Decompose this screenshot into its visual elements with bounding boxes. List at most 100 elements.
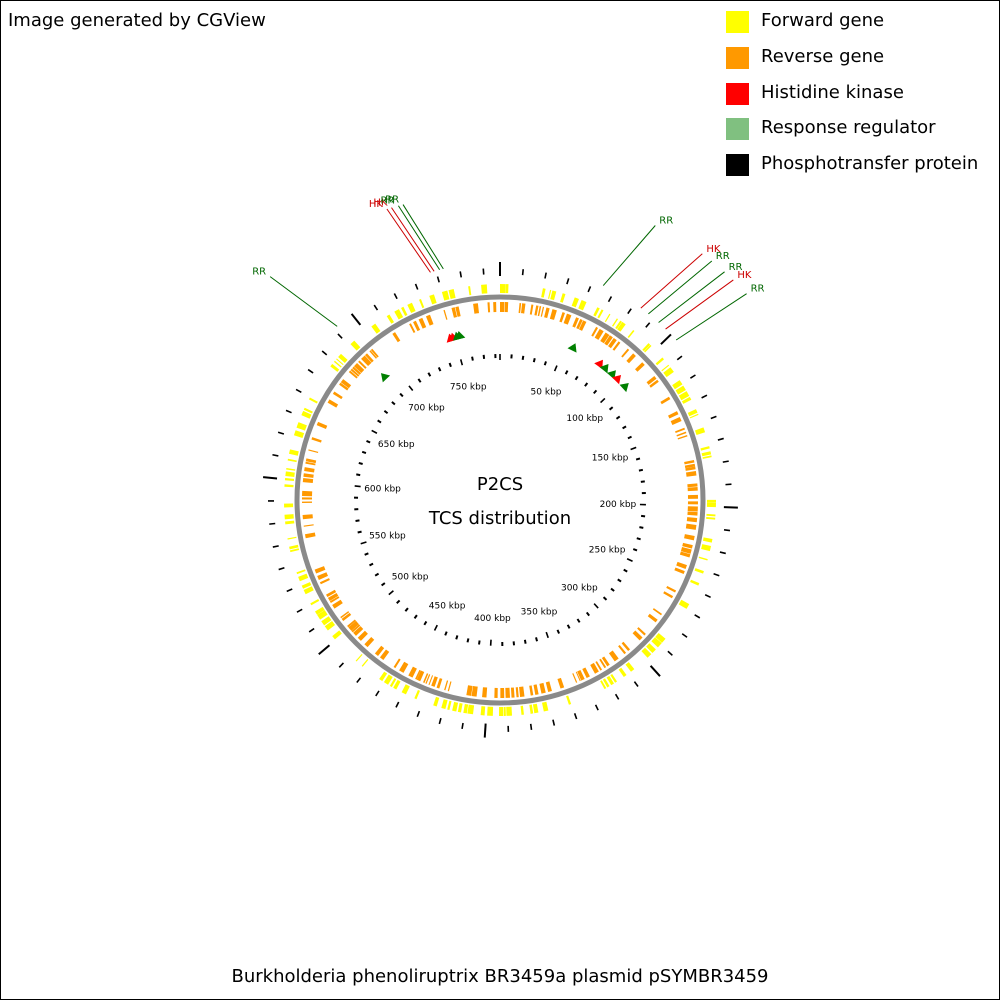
reverse-gene (515, 687, 519, 698)
inner-tick (615, 415, 621, 420)
inner-tick (399, 392, 404, 398)
inner-tick (356, 473, 361, 477)
legend-label-reverse-gene: Reverse gene (761, 46, 885, 67)
outer-tick (459, 271, 463, 278)
forward-gene (500, 284, 506, 294)
inner-tick (381, 582, 386, 587)
response-regulator-marker (455, 331, 466, 340)
reverse-gene (374, 645, 385, 656)
forward-gene (641, 647, 652, 658)
reverse-gene (687, 483, 698, 488)
reverse-gene (549, 309, 557, 320)
outer-tick (321, 350, 328, 356)
forward-gene (303, 407, 313, 414)
forward-gene (315, 606, 325, 615)
reverse-gene (559, 312, 565, 323)
reverse-gene (684, 459, 695, 465)
tick-label: 50 kbp (531, 387, 562, 397)
outer-tick (373, 304, 379, 311)
inner-tick (357, 530, 362, 534)
tick-label: 400 kbp (474, 614, 511, 624)
forward-gene (301, 582, 312, 589)
reverse-gene (600, 332, 610, 344)
reverse-gene (416, 670, 425, 682)
legend-label-phosphotransfer-protein: Phosphotransfer protein (761, 153, 979, 174)
forward-gene (681, 396, 692, 404)
reverse-gene (632, 630, 643, 641)
forward-gene (571, 297, 579, 308)
forward-gene (414, 690, 420, 700)
callout-line (402, 204, 444, 270)
forward-gene (604, 313, 611, 323)
forward-gene (350, 340, 361, 351)
reverse-gene (557, 677, 565, 689)
forward-gene (678, 391, 690, 401)
reverse-gene (518, 302, 522, 314)
legend-item-reverse-gene: Reverse gene (726, 46, 996, 70)
outer-tick (483, 723, 487, 738)
reverse-gene (302, 478, 314, 483)
reverse-gene (311, 437, 322, 443)
inner-tick (417, 378, 422, 383)
forward-gene (389, 678, 397, 687)
outer-tick (307, 368, 314, 374)
callout-line (602, 225, 656, 286)
inner-tick (626, 557, 633, 562)
outer-tick (521, 269, 524, 276)
forward-gene (287, 458, 297, 463)
callout-label: RR (385, 195, 399, 206)
reverse-gene (674, 567, 685, 575)
forward-gene (505, 284, 509, 294)
forward-gene (663, 367, 674, 378)
reverse-gene (399, 661, 409, 673)
outer-tick (717, 437, 724, 441)
forward-gene (284, 477, 295, 482)
forward-gene (560, 293, 566, 303)
outer-tick (633, 681, 639, 687)
reverse-gene (329, 596, 340, 603)
tick-label: 550 kbp (369, 531, 406, 541)
reverse-gene (392, 332, 401, 343)
reverse-gene (608, 337, 617, 349)
forward-gene (333, 360, 342, 368)
outer-tick (338, 662, 345, 668)
outer-tick (375, 690, 380, 697)
reverse-gene (537, 306, 542, 317)
forward-gene (379, 671, 388, 682)
forward-gene (284, 484, 294, 488)
outer-tick (337, 333, 343, 339)
inner-tick (610, 587, 615, 592)
reverse-gene (361, 355, 372, 367)
reverse-gene (370, 348, 379, 358)
legend-label-response-regulator: Response regulator (761, 117, 936, 138)
forward-gene (452, 701, 459, 712)
inner-tick (423, 620, 428, 626)
reverse-gene (618, 644, 627, 655)
forward-gene (386, 314, 395, 324)
outer-tick (649, 665, 661, 677)
reverse-gene (686, 517, 698, 523)
cgview-credit: Image generated by CGView (8, 10, 266, 31)
reverse-gene (594, 328, 604, 340)
forward-gene (285, 471, 295, 477)
tick-label: 350 kbp (521, 607, 558, 617)
forward-gene (675, 385, 686, 395)
forward-gene (394, 309, 404, 320)
inner-tick (433, 624, 438, 631)
reverse-gene (604, 335, 613, 346)
legend-item-phosphotransfer-protein: Phosphotransfer protein (726, 153, 996, 177)
inner-tick (478, 640, 481, 645)
reverse-gene (455, 306, 461, 317)
outer-tick (529, 723, 533, 730)
inner-tick (639, 526, 644, 529)
inner-tick (630, 446, 637, 451)
reverse-gene (423, 673, 429, 684)
forward-gene (706, 499, 716, 503)
outer-tick (573, 713, 578, 720)
reverse-gene (621, 641, 631, 651)
reverse-gene (608, 650, 619, 662)
forward-gene (706, 513, 716, 517)
reverse-gene (666, 585, 677, 593)
forward-gene (597, 309, 604, 319)
map-title: P2CS (477, 474, 523, 495)
